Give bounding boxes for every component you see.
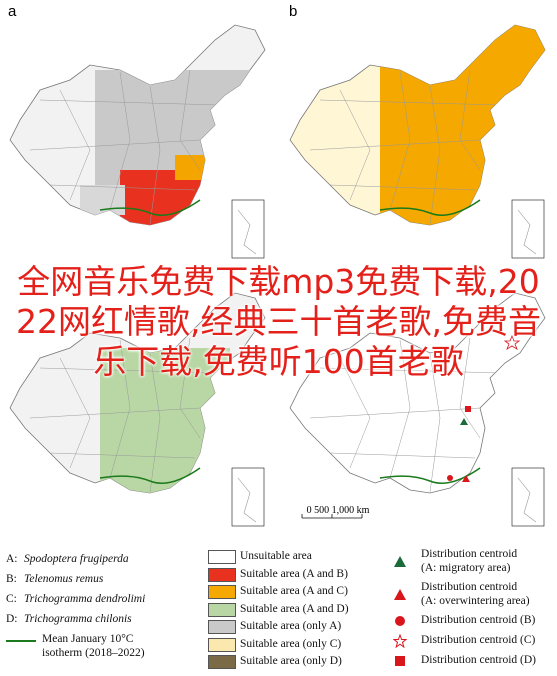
species-key: C:	[6, 593, 17, 605]
centroid-label: (A: overwintering area)	[421, 595, 530, 607]
area-label: Suitable area (A and B)	[240, 567, 348, 580]
centroid-symbol	[395, 616, 405, 626]
species-row: A: Spodoptera frugiperda	[6, 553, 129, 565]
isotherm-label: Mean January 10°C	[42, 633, 134, 645]
maps: 0 500 1,000 km a b	[8, 3, 546, 527]
centroid-label: Distribution centroid	[421, 548, 518, 560]
area-swatch	[208, 602, 236, 617]
centroid-legend: Distribution centroid (A: migratory area)…	[385, 548, 555, 675]
species-row: C: Trichogramma dendrolimi	[6, 593, 145, 605]
species-name: Telenomus remus	[24, 573, 104, 585]
area-label: Suitable area (only D)	[240, 655, 342, 667]
area-swatch	[208, 655, 236, 669]
area-swatch	[208, 567, 236, 582]
area-label: Unsuitable area	[240, 550, 312, 562]
panel-label: b	[289, 3, 297, 20]
map-a	[9, 24, 266, 259]
area-swatch	[208, 550, 236, 564]
species-row: B: Telenomus remus	[6, 573, 103, 585]
centroid-label: Distribution centroid	[421, 581, 518, 593]
species-key: A:	[6, 553, 18, 565]
centroid-symbol	[395, 656, 405, 666]
area-legend: Unsuitable area Suitable area (A and B) Su…	[208, 550, 378, 675]
panel-label: a	[8, 3, 17, 20]
map-d: 0 500 1,000 km	[289, 292, 546, 527]
species-row: D: Trichogramma chilonis	[6, 613, 132, 625]
species-name: Trichogramma dendrolimi	[24, 593, 146, 605]
area-label: Suitable area (only A)	[240, 620, 342, 632]
centroid-label: Distribution centroid (D)	[421, 654, 536, 666]
centroid-label: Distribution centroid (B)	[421, 614, 536, 626]
species-legend: A: Spodoptera frugiperda B: Telenomus remus…	[6, 553, 206, 673]
centroid-label: Distribution centroid (C)	[421, 634, 536, 646]
map-b	[289, 24, 546, 259]
area-swatch	[208, 620, 236, 634]
species-name: Trichogramma chilonis	[24, 613, 132, 625]
centroid-label: (A: migratory area)	[421, 562, 511, 574]
isotherm-line	[6, 640, 36, 642]
centroid-symbol	[393, 634, 407, 648]
area-swatch	[208, 585, 236, 599]
scale-label: 0 500 1,000 km	[307, 505, 370, 516]
area-label: Suitable area (A and C)	[240, 585, 348, 597]
centroid-symbol	[394, 556, 406, 567]
area-swatch	[208, 637, 236, 652]
overlay-title: 全网音乐免费下载mp3免费下载,2022网红情歌,经典三十首老歌,免费音乐下载,…	[16, 262, 541, 381]
area-label: Suitable area (A and D)	[240, 602, 349, 615]
species-key: B:	[6, 573, 17, 585]
species-key: D:	[6, 613, 18, 625]
area-label: Suitable area (only C)	[240, 637, 342, 650]
centroid-symbol	[394, 589, 406, 600]
isotherm-label: isotherm (2018–2022)	[42, 647, 145, 659]
species-name: Spodoptera frugiperda	[24, 553, 129, 565]
